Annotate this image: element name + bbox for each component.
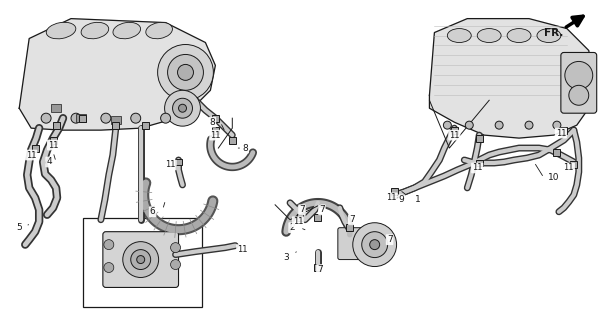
Text: 7: 7 [317, 265, 323, 274]
Circle shape [167, 54, 203, 90]
Circle shape [179, 104, 187, 112]
Ellipse shape [507, 28, 531, 43]
Text: 7: 7 [299, 205, 305, 214]
Polygon shape [19, 19, 216, 130]
Bar [297, 214, 303, 221]
Circle shape [170, 243, 181, 252]
Text: 7: 7 [319, 205, 325, 214]
Polygon shape [429, 19, 594, 138]
Text: 4: 4 [46, 157, 52, 166]
Circle shape [495, 121, 503, 129]
Text: 6: 6 [150, 207, 155, 216]
Text: 5: 5 [16, 223, 22, 232]
Text: FR.: FR. [544, 28, 563, 37]
Text: 11: 11 [386, 193, 397, 202]
Text: 11: 11 [449, 131, 459, 140]
Circle shape [41, 113, 51, 123]
Bar [314, 214, 321, 221]
Bar [391, 188, 398, 195]
Circle shape [178, 64, 193, 80]
Circle shape [71, 113, 81, 123]
Text: 11: 11 [166, 160, 176, 170]
Text: 11: 11 [556, 129, 566, 138]
Bar [451, 127, 458, 134]
Text: 8: 8 [243, 144, 248, 153]
Text: 11: 11 [48, 140, 58, 149]
Bar [553, 148, 560, 156]
Text: 3: 3 [283, 253, 289, 262]
Text: 11: 11 [563, 164, 574, 172]
Text: 1: 1 [415, 195, 420, 204]
Bar [212, 115, 219, 122]
Text: 11: 11 [472, 164, 482, 172]
Circle shape [131, 113, 141, 123]
Circle shape [161, 113, 170, 123]
Bar [32, 145, 39, 152]
Circle shape [173, 98, 193, 118]
Ellipse shape [81, 22, 109, 39]
Ellipse shape [146, 22, 172, 39]
Bar [76, 114, 86, 122]
Text: 11: 11 [26, 150, 37, 160]
Circle shape [525, 121, 533, 129]
Text: 10: 10 [548, 173, 560, 182]
Circle shape [137, 256, 144, 264]
Bar [79, 115, 87, 122]
Circle shape [370, 240, 380, 250]
Bar [111, 116, 121, 124]
Text: 11: 11 [293, 217, 303, 226]
FancyBboxPatch shape [561, 52, 597, 113]
Circle shape [444, 121, 452, 129]
Bar [476, 135, 483, 141]
Bar [314, 264, 321, 271]
Bar [560, 127, 567, 134]
Circle shape [158, 44, 213, 100]
Bar [476, 159, 483, 166]
Circle shape [569, 85, 589, 105]
Circle shape [362, 232, 388, 258]
Bar [175, 158, 182, 165]
Bar [142, 122, 149, 129]
Bar [83, 218, 202, 307]
Bar [346, 224, 353, 231]
Text: 7: 7 [386, 235, 393, 244]
Text: 7: 7 [349, 215, 355, 224]
Bar [229, 137, 236, 144]
Text: 11: 11 [210, 131, 220, 140]
Circle shape [465, 121, 473, 129]
Ellipse shape [477, 28, 501, 43]
Ellipse shape [113, 22, 140, 39]
Circle shape [553, 121, 561, 129]
Ellipse shape [46, 22, 76, 39]
Text: 9: 9 [399, 195, 405, 204]
Bar [212, 127, 219, 134]
Circle shape [164, 90, 200, 126]
Circle shape [123, 242, 158, 277]
Bar [49, 137, 57, 144]
Text: 2: 2 [289, 223, 295, 232]
Ellipse shape [447, 28, 471, 43]
Circle shape [565, 61, 593, 89]
FancyBboxPatch shape [338, 228, 364, 260]
Ellipse shape [537, 28, 561, 43]
Circle shape [353, 223, 397, 267]
Bar [570, 162, 577, 168]
Circle shape [101, 113, 111, 123]
Circle shape [104, 262, 114, 273]
Circle shape [170, 260, 181, 269]
Text: 8: 8 [209, 118, 216, 127]
Circle shape [104, 240, 114, 250]
Bar [51, 104, 61, 112]
Text: 11: 11 [237, 245, 247, 254]
FancyBboxPatch shape [103, 232, 179, 287]
Bar [113, 122, 119, 129]
Circle shape [131, 250, 150, 269]
Bar [52, 122, 60, 129]
